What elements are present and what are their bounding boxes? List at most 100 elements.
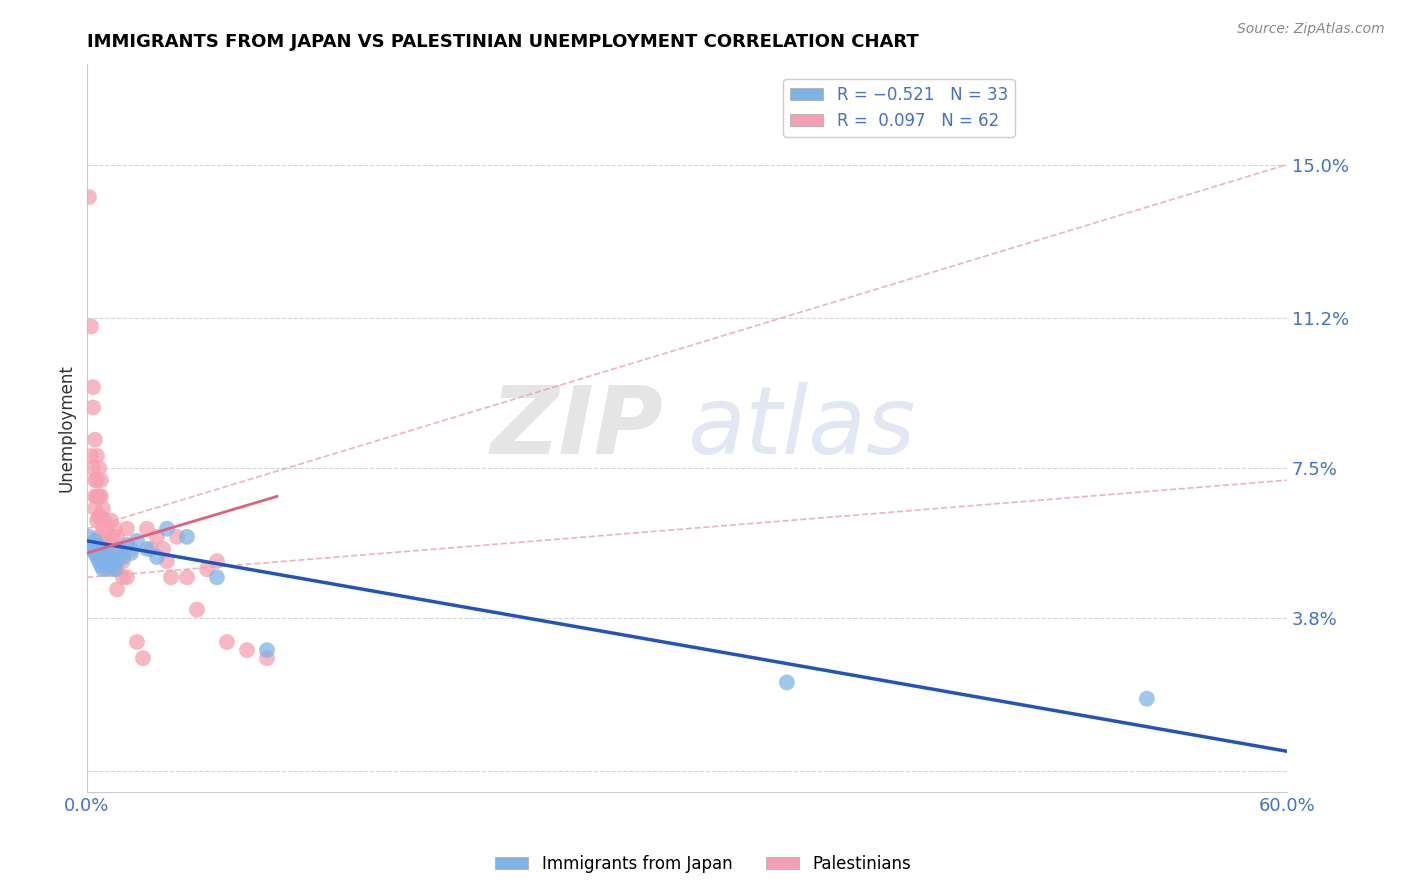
Point (115, 570, 138, 584)
Point (87, 530, 110, 544)
Point (156, 522, 179, 536)
Point (166, 530, 188, 544)
Point (776, 675, 799, 690)
Point (86, 473, 108, 487)
Point (176, 530, 198, 544)
Point (90, 558, 112, 573)
Point (87, 461, 110, 475)
Point (77, 530, 100, 544)
Point (87, 489, 110, 503)
Point (90, 489, 112, 503)
Point (90, 546, 112, 560)
Point (84, 546, 107, 560)
Point (80, 449, 103, 463)
Point (80, 319, 103, 334)
Point (256, 643, 278, 657)
Point (195, 562, 218, 576)
Text: IMMIGRANTS FROM JAPAN VS PALESTINIAN UNEMPLOYMENT CORRELATION CHART: IMMIGRANTS FROM JAPAN VS PALESTINIAN UNE… (87, 33, 918, 51)
Point (105, 530, 128, 544)
Point (108, 541, 131, 556)
Point (1136, 691, 1159, 706)
Text: Source: ZipAtlas.com: Source: ZipAtlas.com (1237, 22, 1385, 37)
Point (77, 190, 100, 204)
Point (87, 541, 110, 556)
Point (120, 541, 142, 556)
Legend: Immigrants from Japan, Palestinians: Immigrants from Japan, Palestinians (488, 848, 918, 880)
Point (96, 522, 118, 536)
Point (125, 533, 148, 548)
Point (86, 514, 108, 528)
Text: ZIP: ZIP (491, 382, 662, 474)
Legend: R = −0.521   N = 33, R =  0.097   N = 62: R = −0.521 N = 33, R = 0.097 N = 62 (783, 79, 1015, 136)
Point (84, 501, 107, 516)
Point (100, 514, 122, 528)
Point (186, 602, 208, 616)
Point (84, 473, 107, 487)
Point (215, 635, 238, 649)
Point (84, 489, 107, 503)
Point (86, 489, 108, 503)
Point (87, 554, 110, 568)
Point (90, 473, 112, 487)
Point (111, 570, 134, 584)
Point (91, 522, 114, 536)
Point (91, 541, 114, 556)
Point (152, 541, 174, 556)
Point (82, 401, 104, 415)
Point (100, 550, 122, 565)
Point (139, 541, 162, 556)
Point (87, 509, 110, 524)
Point (236, 643, 259, 657)
Point (82, 461, 104, 475)
Point (136, 541, 159, 556)
Point (100, 541, 122, 556)
Point (101, 530, 124, 544)
Point (98, 533, 121, 548)
Point (176, 570, 198, 584)
Point (104, 541, 127, 556)
Point (205, 554, 228, 568)
Point (91, 562, 114, 576)
Point (90, 509, 112, 524)
Point (125, 635, 148, 649)
Point (156, 554, 179, 568)
Point (105, 554, 128, 568)
Point (100, 562, 122, 576)
Point (96, 546, 118, 560)
Point (84, 433, 107, 447)
Point (82, 541, 104, 556)
Point (256, 651, 278, 665)
Point (146, 530, 169, 544)
Point (136, 522, 159, 536)
Point (108, 541, 131, 556)
Point (84, 533, 107, 548)
Point (111, 554, 134, 568)
Point (91, 501, 114, 516)
Point (105, 582, 128, 597)
Point (90, 533, 112, 548)
Point (115, 538, 138, 552)
Text: atlas: atlas (688, 382, 915, 473)
Point (104, 522, 127, 536)
Point (104, 562, 127, 576)
Point (146, 550, 169, 565)
Point (205, 570, 228, 584)
Point (86, 449, 108, 463)
Point (86, 550, 108, 565)
Point (80, 541, 103, 556)
Point (120, 546, 142, 560)
Point (101, 558, 124, 573)
Point (98, 554, 121, 568)
Point (94, 514, 117, 528)
Point (160, 570, 183, 584)
Point (132, 651, 155, 665)
Y-axis label: Unemployment: Unemployment (58, 364, 75, 491)
Point (111, 550, 134, 565)
Point (94, 533, 117, 548)
Point (91, 550, 114, 565)
Point (115, 522, 138, 536)
Point (96, 562, 118, 576)
Point (96, 541, 118, 556)
Point (94, 554, 117, 568)
Point (86, 538, 108, 552)
